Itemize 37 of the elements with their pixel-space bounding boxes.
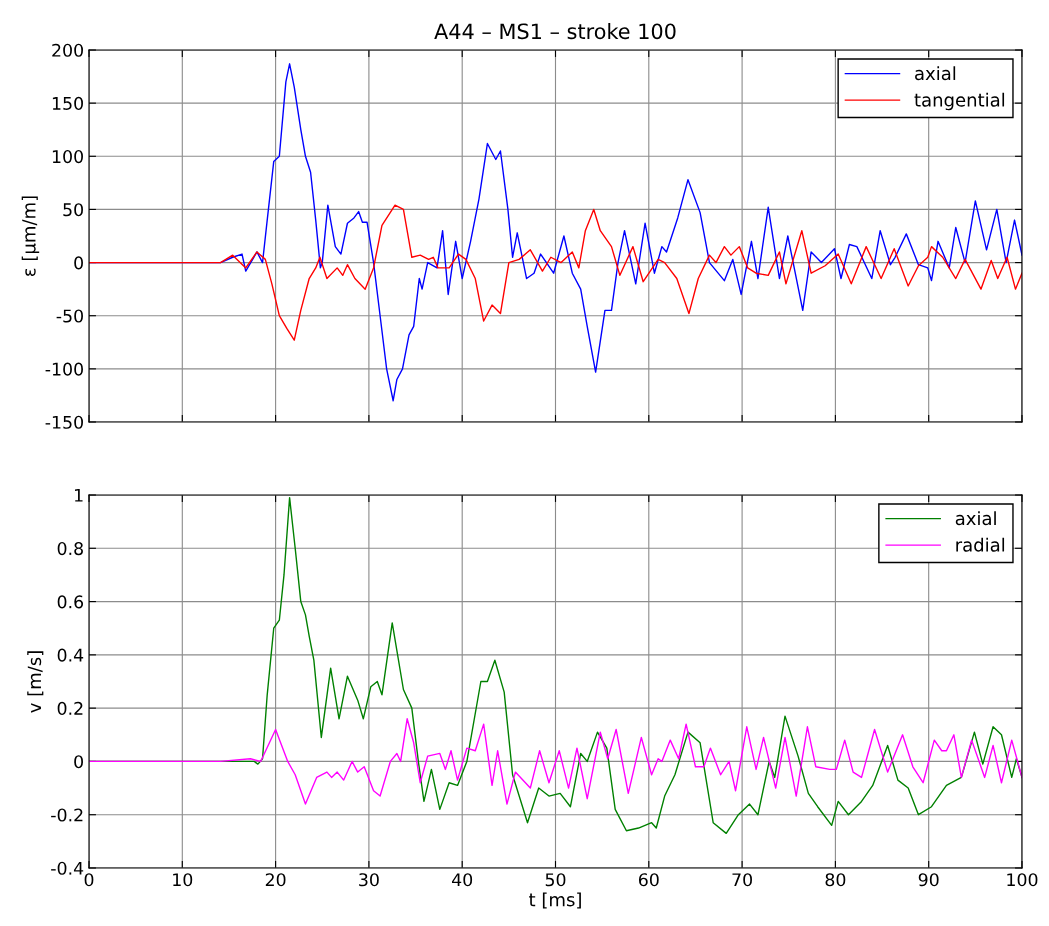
y-tick-label: 150 [52,96,83,110]
x-tick-label: 100 [1007,873,1038,887]
x-tick-label: 70 [732,873,752,887]
x-tick-label: 30 [359,873,379,887]
legend-label: axial [915,66,956,81]
x-tick-label: 60 [638,873,659,887]
y-tick-label: 50 [63,203,83,217]
y-tick-label: 0.6 [57,595,84,609]
y-tick-label: 0.4 [57,648,84,662]
y-tick-label: 1 [75,488,83,502]
x-axis-title: t [ms] [529,892,581,909]
y-tick-label: -100 [45,362,83,376]
y-tick-label: 0.2 [57,701,83,715]
y-tick-label: 0 [74,755,83,769]
y-tick-label: -50 [56,309,83,323]
y-tick-label: 0 [74,256,83,270]
x-tick-label: 90 [918,873,939,887]
y-tick-label: 100 [52,150,83,164]
x-tick-label: 0 [84,873,94,887]
y-axis-title: ε [µm/m] [21,196,40,276]
line-series [89,718,1022,805]
x-tick-label: 50 [545,873,566,887]
x-tick-label: 10 [173,873,193,887]
x-tick-label: 80 [825,873,846,887]
legend-label: radial [956,537,1005,552]
legend-label: tangential [914,92,1005,111]
y-tick-label: -150 [45,415,83,429]
y-tick-label: 200 [52,43,83,57]
y-tick-label: 0.8 [57,542,83,556]
x-tick-label: 40 [452,873,473,887]
y-tick-label: -0.4 [51,861,84,875]
y-tick-label: -0.2 [51,808,83,822]
chart-title: A44 – MS1 – stroke 100 [434,23,676,40]
x-tick-label: 20 [265,873,286,887]
line-series [89,204,1022,341]
y-axis-title: v [m/s] [27,651,44,713]
legend-label: axial [955,511,996,526]
